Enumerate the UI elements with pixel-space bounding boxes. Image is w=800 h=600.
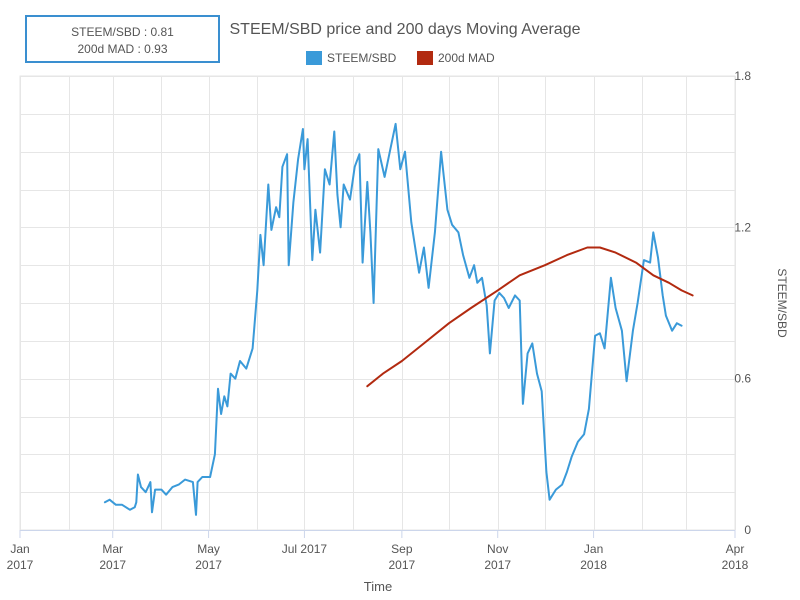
- stats-line-200d-mad: 200d MAD : 0.93: [77, 42, 168, 56]
- x-tick-label: Jan: [584, 542, 603, 556]
- x-tick-label: Sep: [391, 542, 413, 556]
- y-tick-label: 1.8: [734, 69, 751, 83]
- x-tick-label-year: 2017: [99, 558, 126, 572]
- y-tick-label: 0.6: [734, 372, 751, 386]
- legend-label-200d-mad: 200d MAD: [438, 51, 495, 65]
- legend-swatch-200d-mad: [417, 51, 433, 65]
- x-tick-label-year: 2018: [722, 558, 749, 572]
- x-tick-label: Jul 2017: [282, 542, 328, 556]
- x-tick-label-year: 2017: [195, 558, 222, 572]
- legend-label-steem-sbd: STEEM/SBD: [327, 51, 397, 65]
- series-line-200d-mad[interactable]: [366, 246, 694, 388]
- x-tick-label: Apr: [726, 542, 745, 556]
- x-tick-label: Mar: [102, 542, 123, 556]
- x-tick-label: May: [197, 542, 220, 556]
- x-axis-title: Time: [364, 579, 392, 594]
- x-tick-label-year: 2017: [389, 558, 416, 572]
- legend-item-steem-sbd[interactable]: STEEM/SBD: [306, 51, 396, 65]
- x-tick-label: Jan: [10, 542, 29, 556]
- y-tick-label: 1.2: [734, 220, 751, 234]
- x-tick-label-year: 2017: [484, 558, 511, 572]
- stats-box: STEEM/SBD : 0.81 200d MAD : 0.93: [25, 15, 220, 63]
- legend-item-200d-mad[interactable]: 200d MAD: [417, 51, 495, 65]
- chart-title: STEEM/SBD price and 200 days Moving Aver…: [229, 21, 581, 38]
- x-tick-label-year: 2017: [7, 558, 34, 572]
- x-tick-label-year: 2018: [580, 558, 607, 572]
- legend-swatch-steem-sbd: [306, 51, 322, 65]
- y-tick-label: 0: [744, 523, 751, 537]
- y-axis-title: STEEM/SBD: [775, 268, 789, 338]
- stats-line-steem-sbd: STEEM/SBD : 0.81: [71, 25, 174, 39]
- series-line-steem-sbd[interactable]: [103, 122, 683, 516]
- x-tick-label: Nov: [487, 542, 508, 556]
